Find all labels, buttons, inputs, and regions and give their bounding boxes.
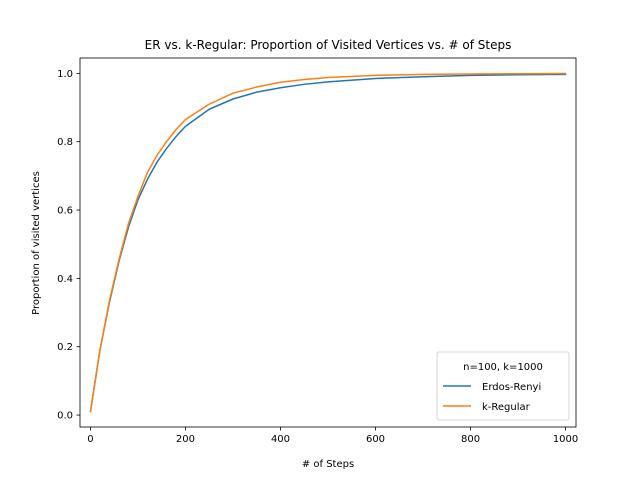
x-tick-label: 400 xyxy=(271,434,290,445)
x-tick-label: 1000 xyxy=(553,434,578,445)
y-tick-label: 0.0 xyxy=(57,411,73,422)
x-tick-label: 600 xyxy=(366,434,385,445)
legend-label-0: Erdos-Renyi xyxy=(482,382,541,393)
legend-box xyxy=(436,351,570,421)
y-tick-label: 0.6 xyxy=(57,206,73,217)
chart-title: ER vs. k-Regular: Proportion of Visited … xyxy=(145,38,512,52)
y-axis-label: Proportion of visited vertices xyxy=(31,171,42,315)
axes-frame xyxy=(79,57,577,428)
x-tick-label: 0 xyxy=(87,434,93,445)
y-tick-label: 0.2 xyxy=(57,342,73,353)
series-line-1 xyxy=(89,72,567,413)
y-tick-label: 0.4 xyxy=(57,274,73,285)
x-tick-label: 800 xyxy=(461,434,480,445)
legend-title: n=100, k=1000 xyxy=(463,362,543,373)
plot-area: 0 200 400 600 800 1000 0.0 0.2 0.4 0.6 0.8 1.0 xyxy=(57,57,578,445)
legend: n=100, k=1000 Erdos-Renyi k-Regular xyxy=(436,351,570,421)
x-tick-label: 200 xyxy=(176,434,195,445)
legend-label-1: k-Regular xyxy=(482,402,531,413)
y-tick-label: 0.8 xyxy=(57,137,73,148)
y-tick-label: 1.0 xyxy=(57,69,73,80)
x-axis-label: # of Steps xyxy=(302,459,354,470)
